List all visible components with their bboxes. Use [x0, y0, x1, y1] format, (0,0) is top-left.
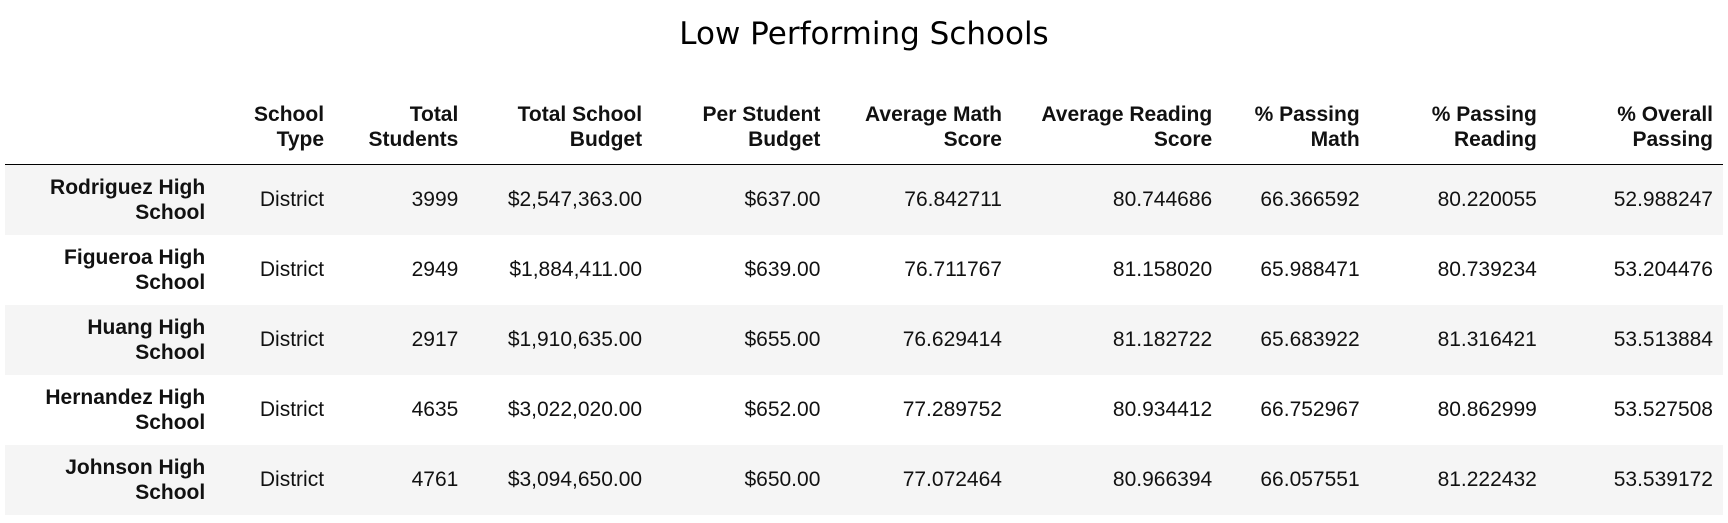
column-header-percent-overall-passing: % Overall Passing — [1546, 102, 1723, 165]
total-students-cell: 3999 — [411, 187, 459, 211]
column-header-percent-passing-math: % Passing Math — [1222, 102, 1370, 165]
avg-math-cell: 76.842711 — [904, 187, 1002, 211]
avg-reading-cell: 80.966394 — [1112, 467, 1213, 491]
total-students-cell: 4635 — [411, 397, 459, 421]
pass-reading-cell: 80.862999 — [1437, 397, 1537, 421]
per-student-budget-cell: $650.00 — [744, 467, 821, 491]
pass-math-cell: 66.057551 — [1260, 467, 1360, 491]
school-type-cell: District — [259, 397, 325, 421]
school-type-cell: District — [259, 327, 325, 351]
pass-reading-cell: 80.739234 — [1437, 257, 1537, 281]
school-type-cell: District — [259, 467, 325, 491]
per-student-budget-cell: $637.00 — [744, 187, 821, 211]
column-header-total-students: Total Students — [334, 102, 469, 165]
pass-reading-cell: 80.220055 — [1437, 187, 1537, 211]
overall-passing-cell: 53.204476 — [1613, 257, 1713, 281]
table-row: Hernandez High School District 4635 $3,02… — [5, 375, 1723, 445]
column-header-average-reading-score: Average Reading Score — [1011, 102, 1223, 165]
total-budget-cell: $2,547,363.00 — [507, 187, 643, 211]
overall-passing-cell: 52.988247 — [1613, 187, 1713, 211]
table-row: Johnson High School District 4761 $3,094,… — [5, 444, 1723, 515]
table-row: Huang High School District 2917 $1,910,63… — [5, 304, 1723, 375]
avg-math-cell: 77.289752 — [902, 397, 1002, 421]
total-budget-cell: $1,910,635.00 — [507, 327, 643, 351]
school-name: Huang High School — [87, 315, 206, 364]
total-students-cell: 4761 — [411, 467, 459, 491]
total-budget-cell: $3,094,650.00 — [507, 467, 643, 491]
per-student-budget-cell: $655.00 — [744, 327, 821, 351]
table-row: Rodriguez High School District 3999 $2,54… — [5, 164, 1723, 235]
column-header-percent-passing-reading: % Passing Reading — [1369, 102, 1547, 165]
index-header — [5, 102, 216, 165]
pass-math-cell: 65.683922 — [1260, 327, 1360, 351]
total-students-cell: 2917 — [411, 327, 459, 351]
pass-reading-cell: 81.222432 — [1437, 467, 1537, 491]
avg-reading-cell: 81.158020 — [1112, 257, 1213, 281]
school-type-cell: District — [259, 257, 325, 281]
school-name: Johnson High School — [65, 455, 206, 504]
overall-passing-cell: 53.513884 — [1613, 327, 1713, 351]
header-row: School Type Total Students Total School Bud… — [5, 102, 1723, 165]
school-type-cell: District — [259, 187, 325, 211]
column-header-average-math-score: Average Math Score — [830, 102, 1012, 165]
total-budget-cell: $1,884,411.00 — [509, 257, 643, 281]
avg-math-cell: 76.711767 — [904, 257, 1002, 281]
school-name: Figueroa High School — [64, 245, 206, 294]
column-header-per-student-budget: Per Student Budget — [652, 102, 831, 165]
avg-reading-cell: 80.744686 — [1112, 187, 1213, 211]
overall-passing-cell: 53.539172 — [1613, 467, 1713, 491]
schools-table: School Type Total Students Total School Bud… — [5, 102, 1723, 515]
pass-math-cell: 66.752967 — [1260, 397, 1360, 421]
avg-reading-cell: 81.182722 — [1112, 327, 1213, 351]
per-student-budget-cell: $652.00 — [744, 397, 821, 421]
total-budget-cell: $3,022,020.00 — [507, 397, 643, 421]
table-row: Figueroa High School District 2949 $1,884… — [5, 235, 1723, 305]
pass-reading-cell: 81.316421 — [1437, 327, 1537, 351]
avg-reading-cell: 80.934412 — [1112, 397, 1213, 421]
total-students-cell: 2949 — [411, 257, 459, 281]
per-student-budget-cell: $639.00 — [744, 257, 821, 281]
avg-math-cell: 76.629414 — [902, 327, 1002, 351]
school-name: Rodriguez High School — [50, 175, 206, 224]
pass-math-cell: 66.366592 — [1260, 187, 1360, 211]
avg-math-cell: 77.072464 — [902, 467, 1002, 491]
overall-passing-cell: 53.527508 — [1613, 397, 1713, 421]
column-header-school-type: School Type — [215, 102, 335, 165]
page-title: Low Performing Schools — [679, 16, 1049, 52]
column-header-total-school-budget: Total School Budget — [468, 102, 653, 165]
pass-math-cell: 65.988471 — [1260, 257, 1360, 281]
school-name: Hernandez High School — [45, 385, 206, 434]
